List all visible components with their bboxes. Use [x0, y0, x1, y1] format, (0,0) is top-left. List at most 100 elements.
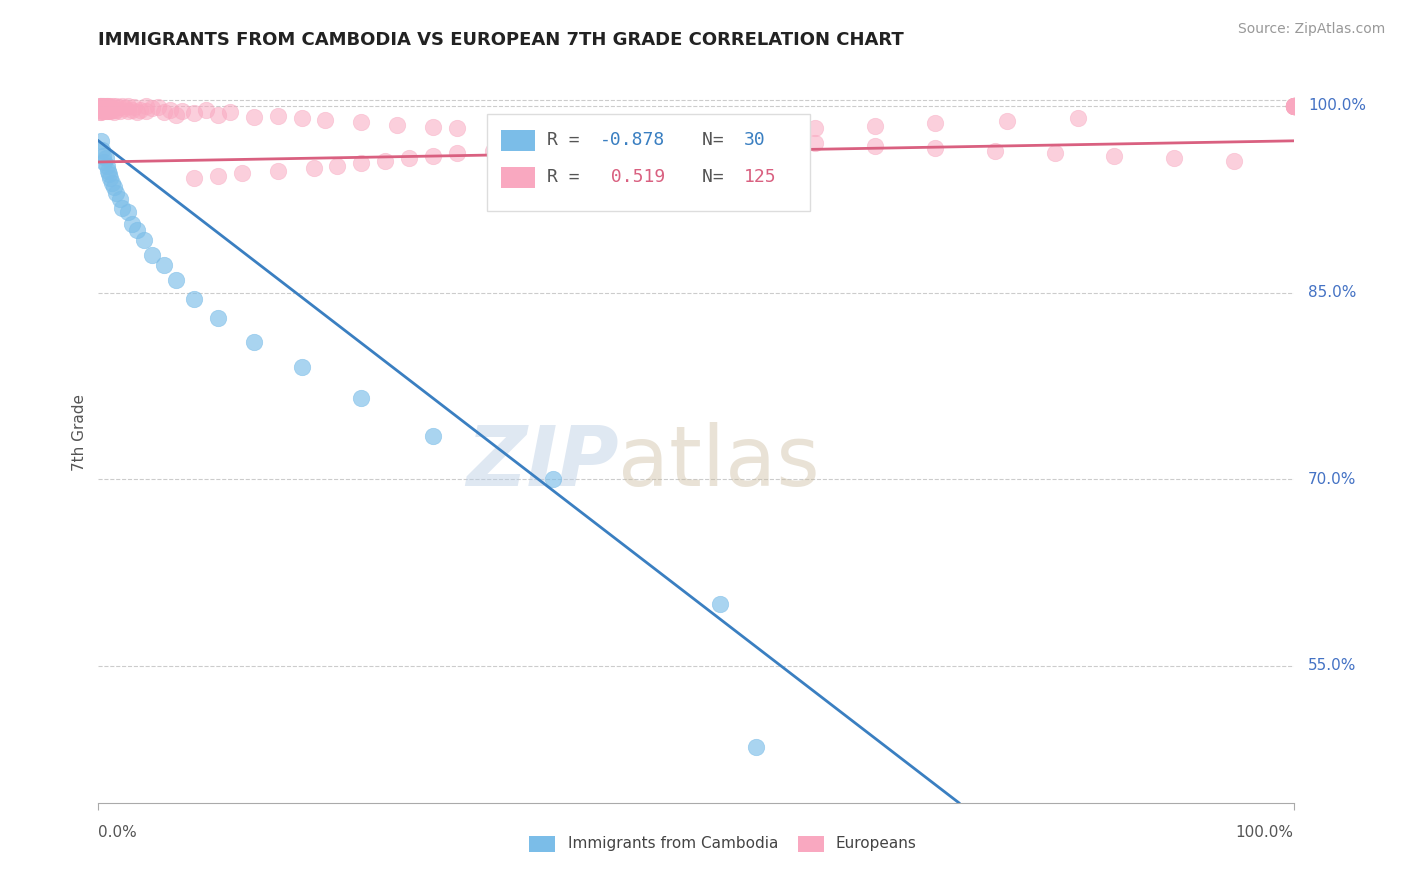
- Point: [1282, 99, 1305, 113]
- Point: [374, 153, 396, 168]
- Point: [172, 103, 194, 118]
- Point: [103, 105, 125, 120]
- Text: R =: R =: [547, 131, 591, 149]
- Text: 125: 125: [744, 169, 776, 186]
- Point: [108, 192, 131, 206]
- Point: [1067, 112, 1090, 126]
- Point: [98, 171, 122, 186]
- Point: [243, 335, 266, 350]
- FancyBboxPatch shape: [797, 836, 824, 853]
- Point: [1282, 99, 1305, 113]
- Point: [96, 102, 118, 116]
- Point: [626, 131, 648, 145]
- Point: [89, 105, 111, 120]
- Point: [90, 100, 112, 114]
- Point: [291, 360, 314, 375]
- Text: 0.0%: 0.0%: [98, 825, 138, 840]
- Text: 100.0%: 100.0%: [1308, 98, 1365, 113]
- Point: [96, 159, 118, 173]
- Point: [89, 102, 111, 116]
- Point: [565, 136, 588, 151]
- Point: [1043, 146, 1066, 161]
- FancyBboxPatch shape: [529, 836, 555, 853]
- Point: [804, 136, 827, 151]
- Point: [685, 131, 707, 145]
- Point: [114, 102, 136, 116]
- Point: [105, 99, 128, 113]
- Point: [924, 116, 946, 130]
- Point: [91, 103, 114, 117]
- Point: [1282, 99, 1305, 113]
- Point: [709, 127, 731, 141]
- Point: [98, 168, 121, 182]
- Point: [125, 105, 148, 120]
- Point: [93, 155, 115, 169]
- Point: [995, 114, 1018, 128]
- Point: [745, 134, 768, 148]
- Text: R =: R =: [547, 169, 591, 186]
- Text: N=: N=: [702, 169, 734, 186]
- Text: 0.519: 0.519: [600, 169, 665, 186]
- Point: [350, 115, 373, 129]
- Point: [231, 166, 253, 180]
- Point: [1282, 99, 1305, 113]
- Text: 55.0%: 55.0%: [1308, 658, 1357, 673]
- Point: [1282, 99, 1305, 113]
- Point: [103, 179, 125, 194]
- Point: [350, 156, 373, 170]
- Point: [96, 99, 118, 113]
- Point: [984, 144, 1007, 158]
- Point: [89, 99, 111, 113]
- Point: [100, 176, 122, 190]
- Point: [98, 100, 121, 114]
- Point: [89, 99, 111, 113]
- Point: [422, 428, 444, 442]
- Text: Source: ZipAtlas.com: Source: ZipAtlas.com: [1237, 22, 1385, 37]
- Point: [165, 108, 187, 122]
- Point: [315, 112, 337, 127]
- Point: [141, 248, 163, 262]
- Point: [1282, 99, 1305, 113]
- Point: [108, 103, 131, 118]
- Point: [91, 100, 114, 114]
- Point: [506, 124, 529, 138]
- Point: [90, 99, 112, 113]
- Point: [93, 99, 115, 113]
- Point: [117, 204, 139, 219]
- Point: [91, 103, 114, 118]
- Y-axis label: 7th Grade: 7th Grade: [72, 394, 87, 471]
- Point: [93, 100, 115, 114]
- Text: IMMIGRANTS FROM CAMBODIA VS EUROPEAN 7TH GRADE CORRELATION CHART: IMMIGRANTS FROM CAMBODIA VS EUROPEAN 7TH…: [98, 31, 904, 49]
- Point: [1282, 99, 1305, 113]
- Point: [1163, 151, 1185, 165]
- Point: [159, 103, 181, 117]
- Point: [302, 161, 325, 176]
- Text: 100.0%: 100.0%: [1236, 825, 1294, 840]
- Point: [1282, 99, 1305, 113]
- Point: [243, 110, 266, 124]
- Point: [91, 149, 114, 163]
- Point: [1282, 99, 1305, 113]
- Point: [94, 103, 117, 118]
- Point: [125, 223, 148, 237]
- Point: [89, 103, 111, 117]
- Point: [589, 134, 612, 148]
- Point: [94, 99, 117, 113]
- Text: -0.878: -0.878: [600, 131, 665, 149]
- Point: [105, 103, 128, 117]
- Point: [107, 100, 129, 114]
- Point: [1282, 99, 1305, 113]
- Point: [148, 100, 170, 114]
- Point: [481, 144, 505, 158]
- Point: [267, 163, 290, 178]
- Point: [183, 106, 205, 120]
- Point: [98, 103, 122, 118]
- FancyBboxPatch shape: [501, 130, 534, 151]
- Point: [207, 310, 229, 325]
- Point: [153, 258, 176, 272]
- Point: [93, 103, 115, 117]
- Point: [97, 163, 120, 178]
- Point: [1282, 99, 1305, 113]
- Point: [129, 103, 152, 117]
- Point: [165, 273, 187, 287]
